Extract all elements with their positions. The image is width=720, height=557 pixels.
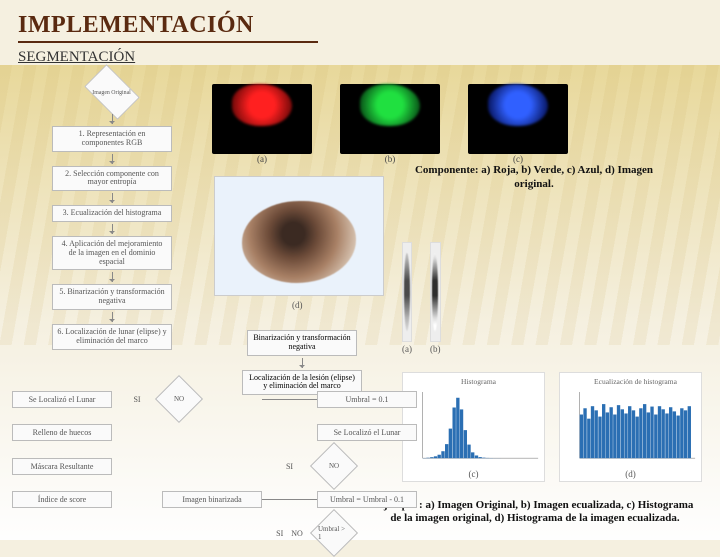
lesion-panel-d <box>214 176 384 296</box>
flow2-step-1: Binarización y transformación negativa <box>247 330 357 356</box>
label-no-3: NO <box>291 529 303 538</box>
flow-step-3: 3. Ecualización del histograma <box>52 205 172 222</box>
section-subtitle: SEGMENTACIÓN <box>18 49 702 66</box>
node-umbral-01: Umbral = 0.1 <box>317 391 417 408</box>
flowchart-main: Imagen Original 1. Representación en com… <box>12 72 212 350</box>
rgb-panel-c: (c) <box>468 70 568 164</box>
node-mascara: Máscara Resultante <box>12 458 112 475</box>
flow-step-6: 6. Localización de lunar (elipse) y elim… <box>52 324 172 350</box>
flow-step-4: 4. Aplicación del mejoramiento de la ima… <box>52 236 172 270</box>
hist-right-label: (d) <box>560 469 701 479</box>
histogram-original: Histograma (c) <box>402 372 545 482</box>
grayscale-row: (a) (b) <box>402 242 702 354</box>
rgb-label-b: (b) <box>340 154 440 164</box>
diamond-no-1: NO <box>155 375 203 423</box>
gray-panel-b: (b) <box>430 242 441 354</box>
histogram-row: Histograma (c) Ecualización de histogram… <box>402 372 702 482</box>
caption-rgb: Componente: a) Roja, b) Verde, c) Azul, … <box>414 164 654 192</box>
node-imagen-bin: Imagen binarizada <box>162 491 262 508</box>
node-indice: Índice de score <box>12 491 112 508</box>
label-si-2: SI <box>262 462 317 471</box>
flow-step-5: 5. Binarización y transformación negativ… <box>52 284 172 310</box>
diamond-umbral-gt1: Umbral > 1 <box>310 509 358 557</box>
hist-right-svg <box>574 386 697 468</box>
node-localizo-2: Se Localizó el Lunar <box>317 424 417 441</box>
node-localizo: Se Localizó el Lunar <box>12 391 112 408</box>
hist-left-title: Histograma <box>417 377 540 386</box>
title-rule <box>18 41 318 43</box>
hist-left-label: (c) <box>403 469 544 479</box>
caption-histogram: Ejemplo : a) Imagen Original, b) Imagen … <box>370 499 700 527</box>
histogram-equalized: Ecualización de histograma (d) <box>559 372 702 482</box>
content-area: Imagen Original 1. Representación en com… <box>12 72 708 532</box>
diamond-no-2: NO <box>310 442 358 490</box>
node-relleno: Relleno de huecos <box>12 424 112 441</box>
flow-start: Imagen Original <box>84 64 139 119</box>
hist-left-svg <box>417 386 540 468</box>
rgb-panel-b: (b) <box>340 70 440 164</box>
label-si-3: SI <box>276 529 283 538</box>
rgb-panels: (a) (b) (c) <box>212 70 568 164</box>
flowchart-lower: Se Localizó el Lunar SI NO Umbral = 0.1 … <box>12 382 382 550</box>
page-title: IMPLEMENTACIÓN <box>18 12 702 39</box>
flow-step-1: 1. Representación en componentes RGB <box>52 126 172 152</box>
flow-step-2: 2. Selección componente con mayor entrop… <box>52 166 172 192</box>
lesion-label-d: (d) <box>292 300 303 310</box>
gray-label-b: (b) <box>430 344 441 354</box>
rgb-panel-a: (a) <box>212 70 312 164</box>
rgb-label-a: (a) <box>212 154 312 164</box>
gray-panel-a: (a) <box>402 242 412 354</box>
gray-label-a: (a) <box>402 344 412 354</box>
hist-right-title: Ecualización de histograma <box>574 377 697 386</box>
rgb-label-c: (c) <box>468 154 568 164</box>
node-umbral-step: Umbral = Umbral - 0.1 <box>317 491 417 508</box>
